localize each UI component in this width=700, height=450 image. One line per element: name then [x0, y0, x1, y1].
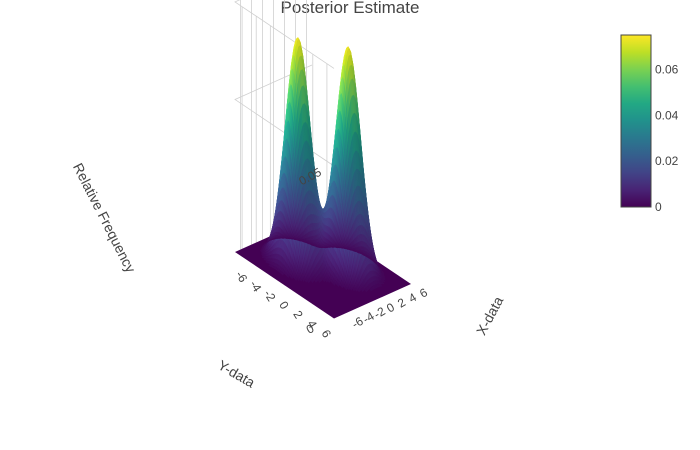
surface-patch	[379, 267, 383, 271]
y-tick-label: -6	[233, 268, 251, 285]
x-tick-label: 6	[417, 285, 430, 301]
colorbar-gradient	[620, 34, 652, 208]
x-axis-title: X-data	[473, 293, 507, 337]
colorbar: 0 0.02 0.04 0.06	[620, 34, 679, 214]
colorbar-tick-label: 0.04	[655, 108, 679, 122]
y-tick-label: 0	[276, 299, 292, 312]
y-tick-label: -4	[247, 278, 265, 295]
surface-mesh	[259, 36, 387, 293]
surface-patch	[381, 270, 385, 274]
chart-title: Posterior Estimate	[281, 0, 420, 17]
y-tick-label: 6	[319, 327, 335, 340]
colorbar-tick-labels: 0 0.02 0.04 0.06	[655, 62, 679, 214]
colorbar-tick-label: 0.06	[655, 62, 679, 76]
surface-patch	[378, 283, 383, 287]
y-axis-title: Y-data	[215, 357, 258, 391]
colorbar-tick-label: 0.02	[655, 154, 679, 168]
x-tick-label: 0	[384, 300, 397, 316]
z-axis-title: Relative Frequency	[70, 160, 139, 275]
x-tick-label: 2	[395, 295, 408, 311]
y-tick-label: -2	[261, 287, 279, 304]
colorbar-tick-label: 0	[655, 200, 662, 214]
x-tick-label: 4	[406, 290, 419, 306]
y-tick-label: 2	[290, 308, 306, 321]
surface-patch	[377, 265, 381, 269]
